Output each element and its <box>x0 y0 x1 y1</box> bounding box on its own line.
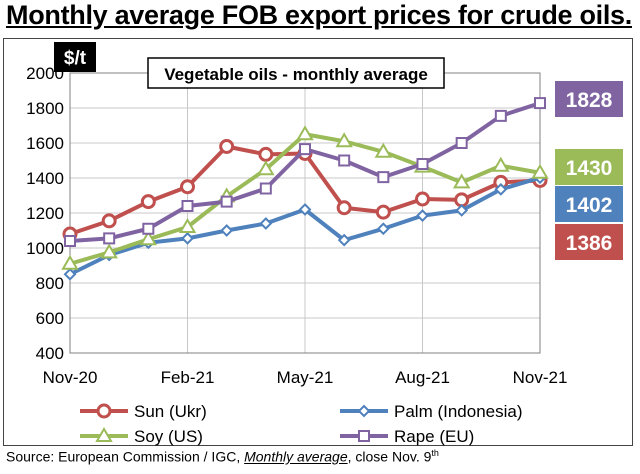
chart-title-box <box>147 57 445 89</box>
end-value-box <box>555 224 623 260</box>
data-point-marker <box>139 230 158 246</box>
data-point-marker <box>375 204 391 220</box>
x-tick-label: Feb-21 <box>161 368 215 387</box>
source-prefix: Source: European Commission / IGC, <box>6 448 245 465</box>
chart-title: Vegetable oils - monthly average <box>164 65 428 84</box>
x-tick-label: Nov-20 <box>43 368 98 387</box>
data-point-marker <box>455 203 469 217</box>
legend-item: Sun (Ukr) <box>80 402 207 421</box>
data-point-marker <box>180 179 195 195</box>
unit-label: $/t <box>64 48 87 69</box>
legend-item: Palm (Indonesia) <box>340 402 523 421</box>
x-tick-label: May-21 <box>277 368 334 387</box>
data-point-marker <box>357 404 371 418</box>
y-tick-label: 1600 <box>26 134 64 153</box>
data-point-marker <box>63 267 77 281</box>
data-point-marker <box>96 403 112 419</box>
data-point-marker <box>358 430 370 442</box>
x-tick-label: Aug-21 <box>395 368 450 387</box>
end-value-label: 1430 <box>566 157 613 180</box>
data-point-marker <box>455 137 468 149</box>
data-point-marker <box>220 195 233 208</box>
y-tick-label: 800 <box>36 274 64 293</box>
source-sup: th <box>431 448 439 458</box>
data-point-marker <box>220 224 234 237</box>
data-point-marker <box>337 233 351 247</box>
data-point-marker <box>142 222 155 235</box>
y-tick-label: 400 <box>36 344 64 363</box>
data-point-marker <box>259 217 273 230</box>
source-note: Source: European Commission / IGC, Month… <box>6 448 439 465</box>
data-point-marker <box>492 156 510 172</box>
y-tick-label: 600 <box>36 309 64 328</box>
data-point-marker <box>534 97 546 110</box>
data-point-marker <box>299 143 311 156</box>
chart-frame <box>3 38 633 446</box>
legend-label: Soy (US) <box>134 427 203 446</box>
data-point-marker <box>61 254 79 270</box>
end-value-box <box>555 186 623 222</box>
data-point-marker <box>257 160 275 176</box>
data-point-marker <box>101 213 117 229</box>
y-tick-label: 1400 <box>26 169 64 188</box>
data-point-marker <box>416 209 429 223</box>
series-rape <box>64 97 546 247</box>
data-point-marker <box>494 182 508 196</box>
y-tick-label: 1200 <box>26 204 64 223</box>
legend-label: Rape (EU) <box>394 427 474 446</box>
page-title: Monthly average FOB export prices for cr… <box>6 0 632 30</box>
data-point-marker <box>452 173 471 189</box>
end-value-label: 1828 <box>566 89 613 112</box>
x-tick-label: Nov-21 <box>513 368 568 387</box>
data-point-marker <box>494 109 507 122</box>
data-point-marker <box>376 222 390 236</box>
data-point-marker <box>219 139 235 154</box>
end-value-box <box>555 81 623 117</box>
legend-item: Soy (US) <box>80 427 203 446</box>
data-point-marker <box>531 163 549 179</box>
source-suffix: , close Nov. 9 <box>347 448 432 465</box>
data-point-marker <box>336 200 352 216</box>
y-tick-label: 1000 <box>26 239 64 258</box>
data-point-marker <box>95 427 113 442</box>
end-value-box <box>555 149 623 185</box>
data-point-marker <box>103 232 116 245</box>
data-point-marker <box>181 200 194 212</box>
data-point-marker <box>100 243 118 259</box>
data-point-marker <box>298 203 312 216</box>
source-italic: Monthly average <box>244 448 348 465</box>
end-value-label: 1402 <box>566 194 613 217</box>
data-point-marker <box>416 158 429 170</box>
unit-label-box <box>54 42 96 72</box>
data-point-marker <box>415 191 430 207</box>
data-point-marker <box>374 142 393 158</box>
y-tick-label: 1800 <box>26 99 64 118</box>
data-point-marker <box>338 154 351 167</box>
data-point-marker <box>64 235 76 247</box>
legend-label: Sun (Ukr) <box>134 402 207 421</box>
data-point-marker <box>258 146 274 162</box>
end-value-label: 1386 <box>566 232 613 255</box>
data-point-marker <box>296 125 314 141</box>
legend-label: Palm (Indonesia) <box>394 402 523 421</box>
data-point-marker <box>377 171 390 184</box>
legend-item: Rape (EU) <box>340 427 474 446</box>
data-point-marker <box>178 218 197 233</box>
data-point-marker <box>181 231 194 245</box>
data-point-marker <box>259 182 272 195</box>
data-point-marker <box>140 194 156 210</box>
data-point-marker <box>335 132 353 148</box>
